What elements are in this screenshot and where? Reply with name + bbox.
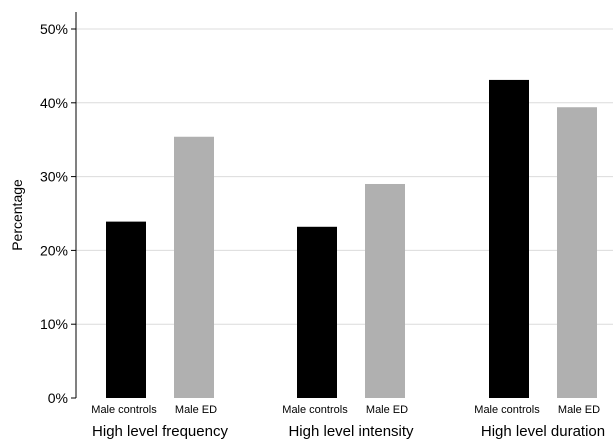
y-tick-label: 20% [40, 242, 68, 258]
bar-male-controls [297, 226, 337, 398]
bar-series-label: Male controls [282, 404, 348, 416]
bar-male-ed [365, 183, 405, 398]
bar-series-label: Male ED [558, 404, 600, 416]
y-ticks: 0% 10% 20% 30% 40% 50% [40, 21, 76, 406]
bar-series-label: Male ED [366, 404, 408, 416]
y-tick-label: 40% [40, 95, 68, 111]
bar-series-label: Male controls [91, 404, 157, 416]
bar-series-label: Male controls [474, 404, 540, 416]
y-tick-label: 0% [48, 390, 68, 406]
bars [106, 79, 597, 399]
y-tick-label: 50% [40, 21, 68, 37]
bar-male-ed [174, 136, 214, 399]
bar-male-controls [106, 221, 146, 398]
x-labels: Male controls Male ED High level frequency… [91, 404, 605, 440]
gridlines [76, 28, 613, 325]
y-axis-title: Percentage [9, 179, 25, 251]
category-label: High level frequency [92, 423, 228, 440]
y-tick-label: 30% [40, 169, 68, 185]
bar-series-label: Male ED [175, 404, 217, 416]
category-label: High level intensity [288, 423, 414, 440]
bar-male-controls [489, 79, 529, 398]
category-label: High level duration [481, 423, 605, 440]
y-tick-label: 10% [40, 316, 68, 332]
bar-male-ed [557, 107, 597, 398]
